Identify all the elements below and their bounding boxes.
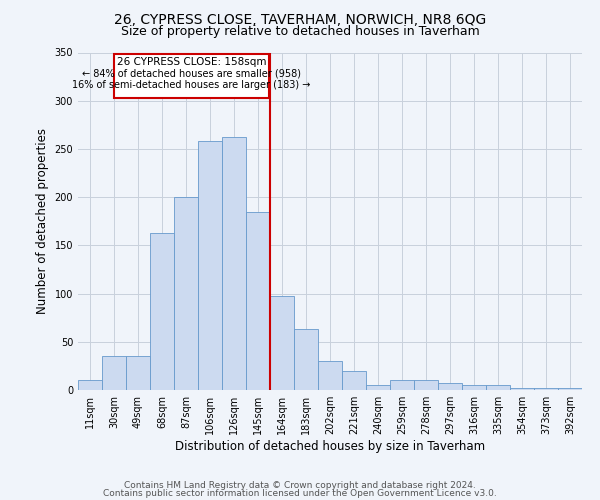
Text: Contains HM Land Registry data © Crown copyright and database right 2024.: Contains HM Land Registry data © Crown c… <box>124 481 476 490</box>
Bar <box>318 361 342 390</box>
Text: Contains public sector information licensed under the Open Government Licence v3: Contains public sector information licen… <box>103 488 497 498</box>
Text: 26 CYPRESS CLOSE: 158sqm: 26 CYPRESS CLOSE: 158sqm <box>116 57 266 67</box>
Bar <box>510 388 534 390</box>
Bar <box>366 385 390 390</box>
Bar <box>462 385 486 390</box>
Bar <box>198 141 222 390</box>
Bar <box>390 380 414 390</box>
Bar <box>102 356 126 390</box>
Text: Size of property relative to detached houses in Taverham: Size of property relative to detached ho… <box>121 25 479 38</box>
Y-axis label: Number of detached properties: Number of detached properties <box>36 128 49 314</box>
X-axis label: Distribution of detached houses by size in Taverham: Distribution of detached houses by size … <box>175 440 485 453</box>
Bar <box>414 380 438 390</box>
Bar <box>150 233 174 390</box>
Text: 26, CYPRESS CLOSE, TAVERHAM, NORWICH, NR8 6QG: 26, CYPRESS CLOSE, TAVERHAM, NORWICH, NR… <box>114 12 486 26</box>
Bar <box>126 356 150 390</box>
Bar <box>534 388 558 390</box>
Bar <box>342 370 366 390</box>
Bar <box>558 388 582 390</box>
FancyBboxPatch shape <box>114 54 269 98</box>
Bar <box>222 138 246 390</box>
Bar <box>294 329 318 390</box>
Bar <box>438 383 462 390</box>
Text: ← 84% of detached houses are smaller (958): ← 84% of detached houses are smaller (95… <box>82 68 301 78</box>
Bar <box>78 380 102 390</box>
Text: 16% of semi-detached houses are larger (183) →: 16% of semi-detached houses are larger (… <box>72 80 311 90</box>
Bar <box>270 296 294 390</box>
Bar <box>174 197 198 390</box>
Bar <box>246 212 270 390</box>
Bar <box>486 385 510 390</box>
